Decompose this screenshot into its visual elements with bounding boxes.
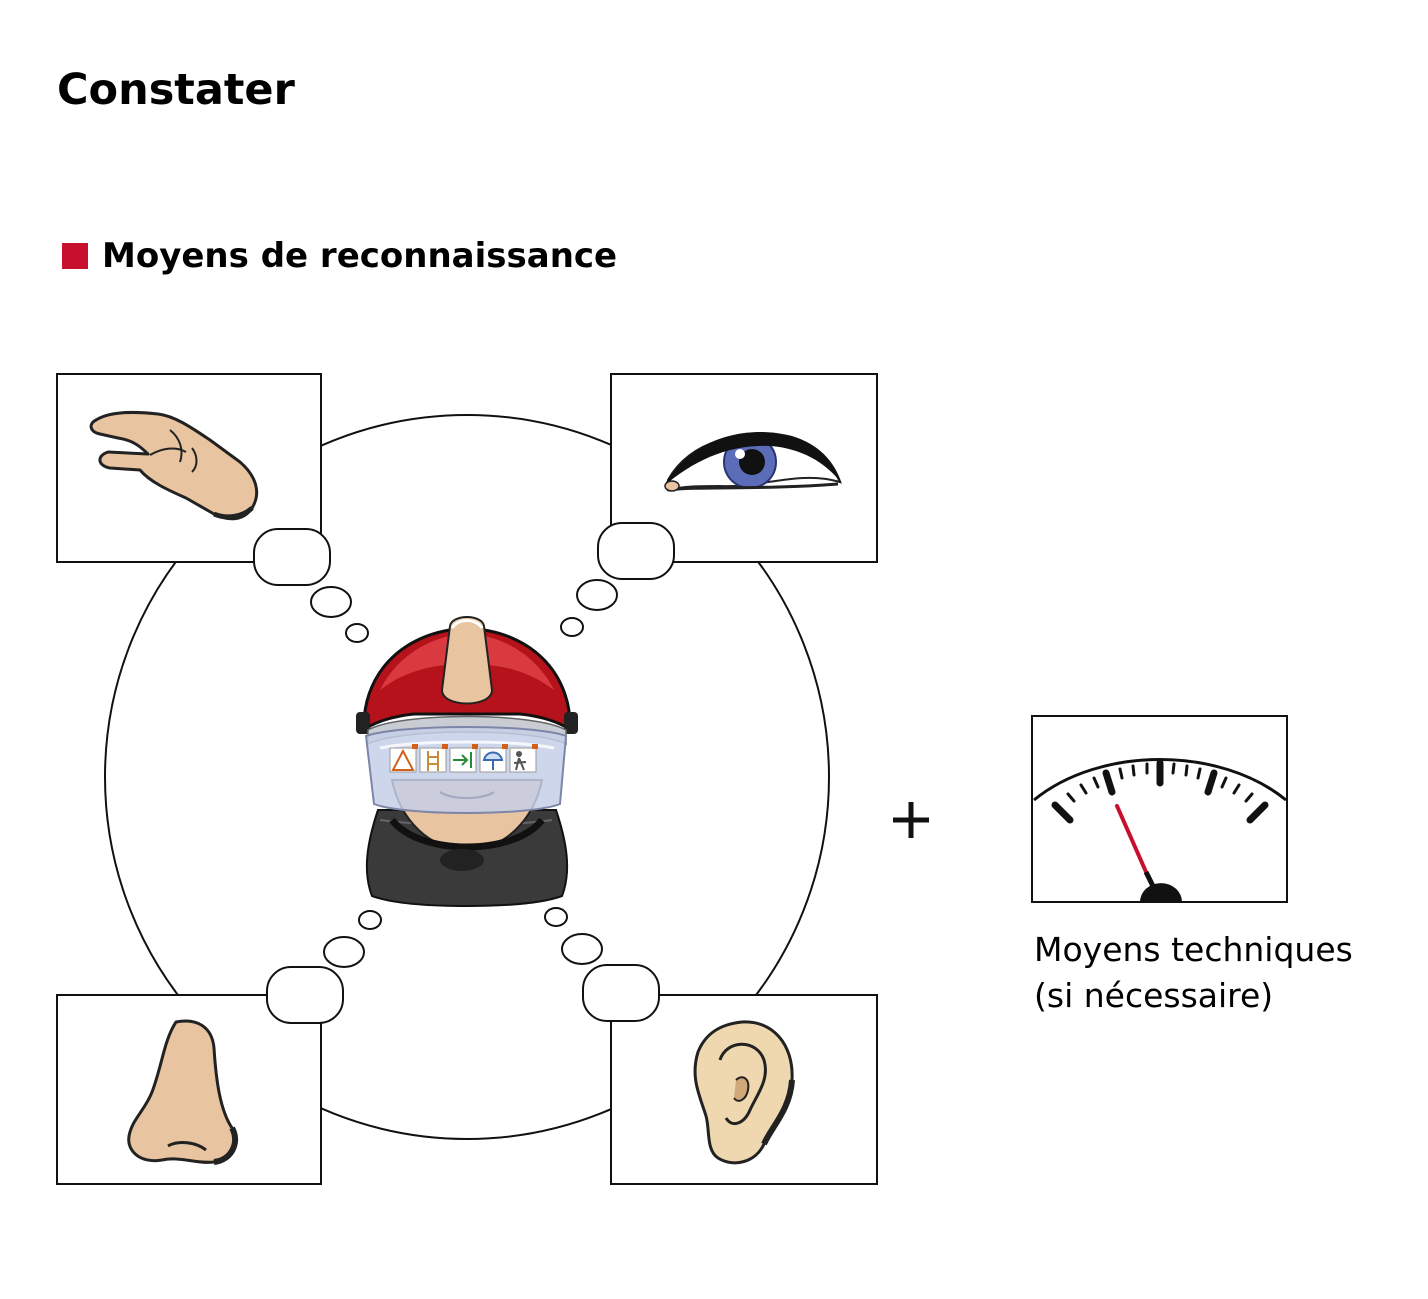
technical-means-caption: Moyens techniques (si nécessaire) xyxy=(1034,927,1353,1019)
visor-pictograms xyxy=(389,744,538,773)
technical-means-line1: Moyens techniques xyxy=(1034,930,1353,969)
section-label: Moyens de reconnaissance xyxy=(102,236,618,276)
sense-box-smell xyxy=(56,994,322,1185)
section-marker-square xyxy=(62,243,88,269)
section-heading: Moyens de reconnaissance xyxy=(62,236,617,276)
page-title: Constater xyxy=(57,65,295,115)
hand-icon xyxy=(89,410,259,521)
eye-icon xyxy=(664,431,842,492)
firefighter-helmet-icon xyxy=(356,616,578,908)
thought-bubbles xyxy=(253,522,675,1024)
plus-sign xyxy=(893,802,929,838)
gauge-icon xyxy=(1033,758,1287,902)
senses-circle xyxy=(104,414,830,1140)
ear-icon xyxy=(693,1020,795,1165)
gauge-box xyxy=(1031,715,1288,903)
sense-box-hearing xyxy=(610,994,878,1185)
nose-icon xyxy=(127,1019,239,1165)
technical-means-line2: (si nécessaire) xyxy=(1034,976,1274,1015)
